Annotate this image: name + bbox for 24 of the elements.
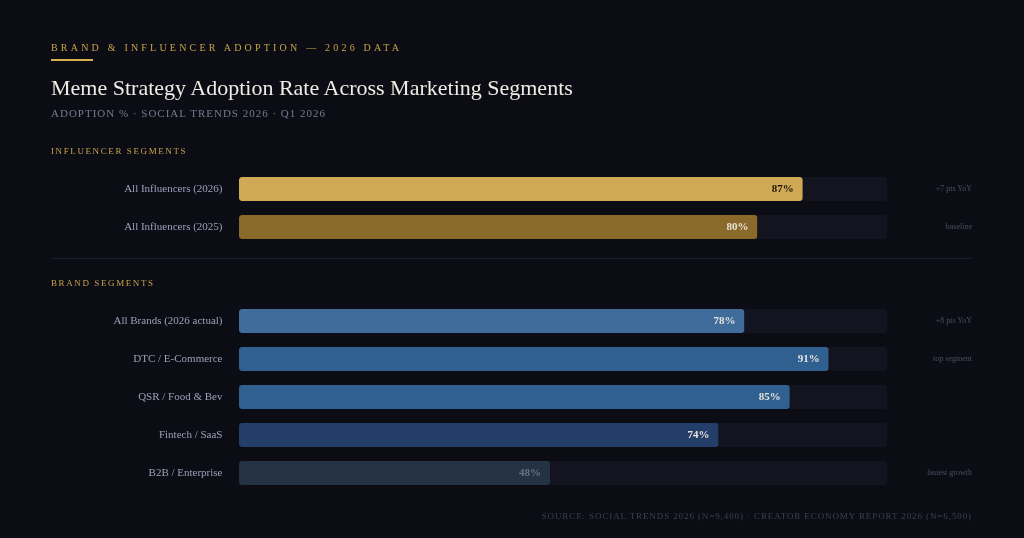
text: baseline [945,222,973,231]
text: ADOPTION % · SOCIAL TRENDS 2026 · Q1 2026 [51,107,327,119]
y-tick-label: DTC / E-Commerce [133,352,223,364]
data-label: 87% [771,182,794,194]
text: fastest growth [926,468,972,477]
y-tick-label: All Influencers (2025) [124,220,223,233]
y-tick-label: All Brands (2026 actual) [113,314,223,327]
y-tick-label: Fintech / SaaS [158,428,223,440]
data-label: 74% [687,428,710,440]
text: +7 pts YoY [935,184,973,193]
data-label: 85% [758,390,781,402]
data-label: 78% [713,314,736,326]
text: INFLUENCER SEGMENTS [51,146,188,156]
y-tick-label: B2B / Enterprise [148,466,223,478]
text: Meme Strategy Adoption Rate Across Marketing Segments [51,75,573,101]
data-label: 91% [797,352,820,364]
text: top segment [933,354,973,363]
text: +8 pts YoY [935,316,973,325]
text: BRAND SEGMENTS [51,278,155,288]
text: BRAND & INFLUENCER ADOPTION — 2026 DATA [51,42,403,53]
data-label: 48% [519,466,542,478]
y-tick-label: All Influencers (2026) [124,182,223,195]
data-label: 80% [726,220,749,232]
y-tick-label: QSR / Food & Bev [138,390,223,402]
